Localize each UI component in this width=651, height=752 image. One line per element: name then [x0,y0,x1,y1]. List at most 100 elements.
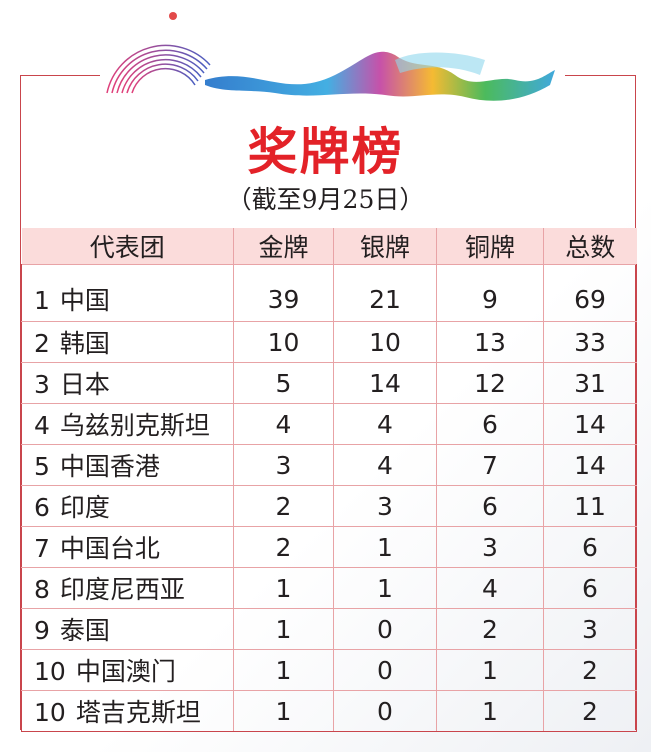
team-cell: 10 中国澳门 [21,649,234,691]
rank: 3 [34,370,50,399]
table-header-row: 代表团 金牌 银牌 铜牌 总数 [21,228,637,265]
bronze-count: 1 [436,649,544,691]
bronze-count: 13 [436,321,544,363]
silver-count: 3 [333,485,437,527]
rank: 10 [34,657,66,686]
team-name: 中国台北 [59,534,160,563]
gold-count: 5 [233,362,334,404]
gold-count: 1 [233,567,334,609]
rank: 9 [34,616,50,645]
frame-border-right-top [565,75,636,76]
header-silver: 银牌 [333,228,437,265]
table-row: 1 中国 39 21 9 69 [21,264,637,322]
gold-count: 10 [233,321,334,363]
table-row: 6 印度 2 3 6 11 [21,485,637,527]
frame-border-left [20,75,21,730]
team-name: 日本 [59,370,110,399]
bronze-count: 12 [436,362,544,404]
bronze-count: 6 [436,403,544,445]
silver-count: 4 [333,444,437,486]
team-cell: 7 中国台北 [21,526,234,568]
gold-count: 1 [233,649,334,691]
gold-count: 2 [233,485,334,527]
team-cell: 10 塔吉克斯坦 [21,690,234,732]
sun-icon [169,12,177,20]
team-name: 印度 [59,493,110,522]
silver-count: 1 [333,567,437,609]
rank: 2 [34,329,50,358]
team-name: 中国香港 [59,452,160,481]
hangzhou-logo-arcs [106,44,211,94]
total-count: 14 [543,403,637,445]
silver-count: 1 [333,526,437,568]
team-cell: 1 中国 [21,264,234,322]
header-gold: 金牌 [233,228,334,265]
table-row: 5 中国香港 3 4 7 14 [21,444,637,486]
total-count: 6 [543,567,637,609]
team-name: 塔吉克斯坦 [75,698,201,727]
team-name: 乌兹别克斯坦 [59,411,210,440]
total-count: 6 [543,526,637,568]
total-count: 3 [543,608,637,650]
team-name: 泰国 [59,616,110,645]
table-row: 8 印度尼西亚 1 1 4 6 [21,567,637,609]
bronze-count: 4 [436,567,544,609]
rank: 1 [34,286,50,315]
rank: 4 [34,411,50,440]
silver-count: 0 [333,649,437,691]
gold-count: 39 [233,264,334,322]
gold-count: 3 [233,444,334,486]
gold-count: 1 [233,608,334,650]
team-cell: 4 乌兹别克斯坦 [21,403,234,445]
total-count: 69 [543,264,637,322]
team-cell: 3 日本 [21,362,234,404]
total-count: 2 [543,649,637,691]
team-cell: 2 韩国 [21,321,234,363]
table-row: 3 日本 5 14 12 31 [21,362,637,404]
bronze-count: 7 [436,444,544,486]
header-team: 代表团 [21,228,234,265]
team-name: 印度尼西亚 [59,575,185,604]
bronze-count: 1 [436,690,544,732]
silver-count: 0 [333,690,437,732]
gold-count: 1 [233,690,334,732]
team-cell: 6 印度 [21,485,234,527]
team-name: 韩国 [59,329,110,358]
table-row: 4 乌兹别克斯坦 4 4 6 14 [21,403,637,445]
gold-count: 4 [233,403,334,445]
total-count: 31 [543,362,637,404]
gold-count: 2 [233,526,334,568]
asian-games-banner-graphic [106,12,555,101]
total-count: 11 [543,485,637,527]
total-count: 14 [543,444,637,486]
rank: 10 [34,698,66,727]
team-cell: 5 中国香港 [21,444,234,486]
team-cell: 9 泰国 [21,608,234,650]
table-row: 7 中国台北 2 1 3 6 [21,526,637,568]
bronze-count: 6 [436,485,544,527]
table-row: 9 泰国 1 0 2 3 [21,608,637,650]
table-row: 10 中国澳门 1 0 1 2 [21,649,637,691]
page-title: 奖牌榜 [247,123,404,181]
total-count: 2 [543,690,637,732]
medal-table: 代表团 金牌 银牌 铜牌 总数 1 中国 39 21 9 69 2 韩国 10 10 13 33 3 日本… [21,228,637,732]
rank: 5 [34,452,50,481]
date-subtitle: （截至9月25日） [226,185,425,214]
rank: 6 [34,493,50,522]
silver-count: 14 [333,362,437,404]
frame-border-left-top [20,75,100,76]
team-name: 中国澳门 [75,657,176,686]
bronze-count: 3 [436,526,544,568]
silver-count: 4 [333,403,437,445]
silver-count: 21 [333,264,437,322]
header-bronze: 铜牌 [436,228,544,265]
silver-count: 0 [333,608,437,650]
header-total: 总数 [543,228,637,265]
rank: 8 [34,575,50,604]
bronze-count: 2 [436,608,544,650]
total-count: 33 [543,321,637,363]
rank: 7 [34,534,50,563]
table-row: 2 韩国 10 10 13 33 [21,321,637,363]
team-cell: 8 印度尼西亚 [21,567,234,609]
